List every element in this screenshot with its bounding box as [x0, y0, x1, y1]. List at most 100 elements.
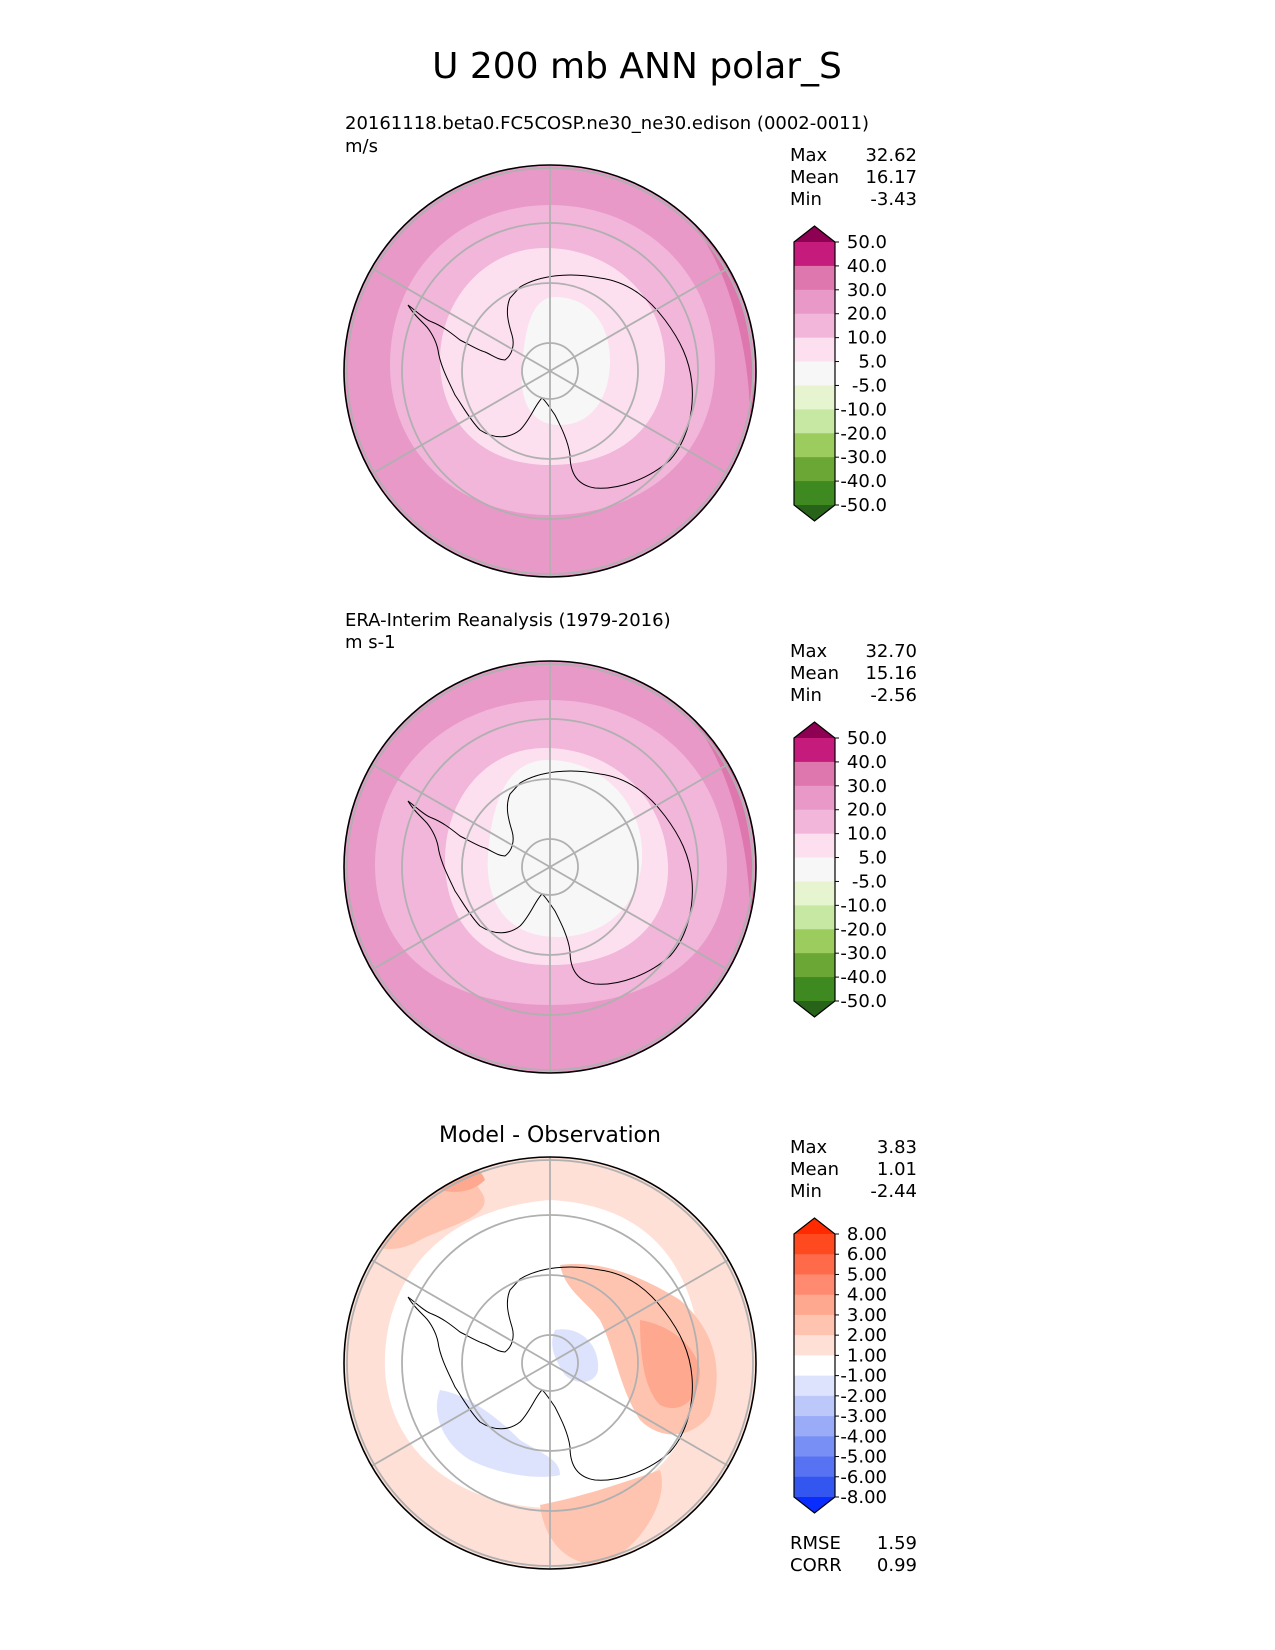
colorbar-tick-label: -40.0: [840, 471, 887, 492]
colorbar-tick-label: -8.00: [840, 1487, 887, 1508]
panel-difference: Model - Observation Max 3.: [343, 1123, 917, 1576]
colorbar-swatch: [794, 1476, 835, 1498]
colorbar-swatch: [794, 1497, 835, 1513]
colorbar-swatch: [794, 1416, 835, 1437]
field-region-5: [487, 760, 643, 938]
stats-block: Max 3.83 Mean 1.01 Min -2.44: [790, 1137, 917, 1202]
colorbar-swatch: [794, 1355, 835, 1377]
stat-value: 1.01: [877, 1159, 917, 1180]
colorbar-swatch: [794, 929, 835, 954]
colorbar-tick-label: 8.00: [847, 1224, 887, 1245]
colorbar-swatch: [794, 361, 835, 386]
colorbar-swatch: [794, 1274, 835, 1296]
colorbar-tick-label: 1.00: [847, 1345, 887, 1366]
colorbar-tick-label: -5.00: [840, 1447, 887, 1468]
colorbar-swatch: [794, 1234, 835, 1255]
colorbar-tick-label: 40.0: [847, 256, 887, 277]
colorbar-swatch: [794, 1456, 835, 1478]
colorbar-swatch: [794, 481, 835, 506]
colorbar: 50.0 40.0 30.0 20.0 10.0 5.0-5.0 -10.0 -20.0 -30…: [793, 721, 887, 1018]
colorbar-tick-label: -30.0: [840, 447, 887, 468]
metric-value: 0.99: [877, 1555, 917, 1576]
colorbar-tick-label: -5.0: [852, 375, 887, 396]
stat-value: 15.16: [865, 663, 917, 684]
colorbar-swatch: [794, 785, 835, 811]
stat-value: 32.70: [865, 641, 917, 662]
stat-label: Min: [790, 189, 822, 210]
colorbar-tick-label: -50.0: [840, 495, 887, 516]
colorbar-swatch: [794, 905, 835, 930]
metric-label: RMSE: [790, 1533, 841, 1554]
colorbar-swatch: [794, 977, 835, 1002]
graticule: [346, 661, 754, 1073]
colorbar-tick-label: 50.0: [847, 232, 887, 253]
colorbar-tick-label: -30.0: [840, 943, 887, 964]
colorbar-tick-label: -3.00: [840, 1406, 887, 1427]
colorbar-tick-label: -5.0: [852, 871, 887, 892]
colorbar-swatch: [794, 1294, 835, 1316]
colorbar-tick-label: -2.00: [840, 1386, 887, 1407]
colorbar-swatch: [794, 1254, 835, 1275]
colorbar-tick-label: 5.0: [858, 352, 887, 373]
colorbar-tick-label: 5.0: [858, 848, 887, 869]
panel-model: 20161118.beta0.FC5COSP.ne30_ne30.edison …: [343, 113, 917, 578]
panel-units: m s-1: [345, 632, 396, 653]
colorbar-tick-label: 10.0: [847, 328, 887, 349]
colorbar-swatch: [794, 857, 835, 882]
stats-block: Max 32.62 Mean 16.17 Min -3.43: [790, 145, 917, 210]
colorbar-tick-label: 10.0: [847, 824, 887, 845]
colorbar-swatch: [794, 289, 835, 315]
stat-label: Mean: [790, 167, 839, 188]
field-region-strong-positive: [640, 1320, 700, 1409]
stat-value: -3.43: [870, 189, 917, 210]
colorbar-swatch: [794, 457, 835, 482]
colorbar-tick-label: -6.00: [840, 1467, 887, 1488]
colorbar-swatch: [794, 809, 835, 835]
stat-label: Max: [790, 641, 828, 662]
map-boundary: [343, 1156, 757, 1570]
metric-value: 1.59: [877, 1533, 917, 1554]
coastline: [407, 1266, 693, 1481]
colorbar-tick-label: 40.0: [847, 752, 887, 773]
stat-value: -2.56: [870, 685, 917, 706]
colorbar: 8.006.005.004.003.002.001.00-1.00-2.00-3…: [793, 1217, 887, 1514]
field-extreme-region: [690, 711, 754, 966]
colorbar-swatch: [794, 242, 835, 267]
colorbar-swatch: [794, 738, 835, 763]
colorbar-swatch: [794, 1218, 835, 1234]
colorbar-tick-label: 20.0: [847, 800, 887, 821]
stat-label: Mean: [790, 663, 839, 684]
stat-label: Min: [790, 1181, 822, 1202]
metrics-block: RMSE 1.59 CORR 0.99: [790, 1533, 917, 1576]
stat-value: 16.17: [865, 167, 917, 188]
colorbar-swatch: [794, 1001, 835, 1017]
colorbar: 50.0 40.0 30.0 20.0 10.0 5.0-5.0 -10.0 -20.0 -30…: [793, 225, 887, 522]
colorbar-tick-label: 6.00: [847, 1244, 887, 1265]
stat-label: Max: [790, 145, 828, 166]
colorbar-tick-label: 20.0: [847, 304, 887, 325]
coastline: [407, 770, 693, 985]
colorbar-tick-label: 30.0: [847, 776, 887, 797]
stat-value: 32.62: [865, 145, 917, 166]
colorbar-swatch: [794, 409, 835, 434]
colorbar-swatch: [794, 505, 835, 521]
colorbar-tick-label: -4.00: [840, 1426, 887, 1447]
stats-block: Max 32.70 Mean 15.16 Min -2.56: [790, 641, 917, 706]
colorbar-tick-label: -10.0: [840, 399, 887, 420]
colorbar-swatch: [794, 722, 835, 738]
map-boundary: [343, 164, 757, 578]
colorbar-swatch: [794, 761, 835, 787]
map-panel: [344, 1157, 756, 1569]
colorbar-swatch: [794, 1375, 835, 1397]
colorbar-swatch: [794, 953, 835, 978]
colorbar-tick-label: 3.00: [847, 1305, 887, 1326]
panel-subtitle: ERA-Interim Reanalysis (1979-2016): [345, 610, 671, 631]
stat-label: Max: [790, 1137, 828, 1158]
graticule: [346, 165, 754, 577]
colorbar-tick-label: 5.00: [847, 1264, 887, 1285]
colorbar-tick-label: 50.0: [847, 728, 887, 749]
coastline: [407, 274, 693, 489]
colorbar-swatch: [794, 226, 835, 242]
colorbar-swatch: [794, 265, 835, 291]
metric-label: CORR: [790, 1555, 842, 1576]
